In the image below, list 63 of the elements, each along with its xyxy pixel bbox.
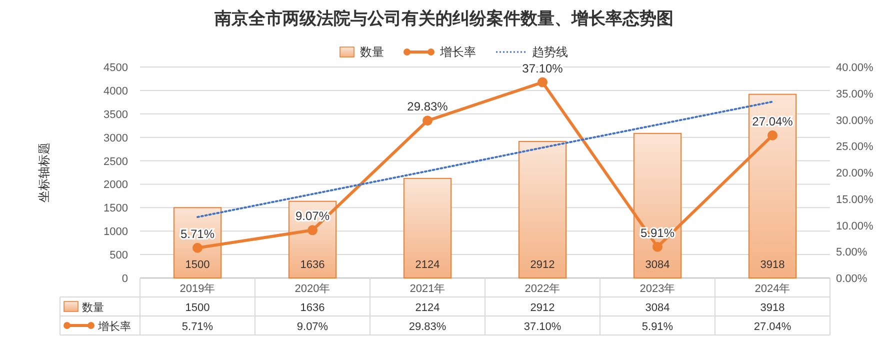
text: 37.10%: [522, 61, 563, 76]
data-label: 37.10%: [524, 321, 562, 333]
y-tick-label: 1000: [104, 226, 128, 238]
point: [768, 130, 778, 140]
y-tick-label: 0: [122, 273, 128, 285]
point: [422, 116, 432, 126]
text: 1500: [185, 259, 210, 271]
y2-tick-label: 15.00%: [836, 194, 874, 206]
y-axis-title: 坐标轴标题: [37, 142, 51, 202]
y-tick-label: 2000: [104, 179, 128, 192]
y-tick-label: 3500: [104, 108, 128, 121]
text: 增长率: [98, 321, 131, 333]
text: 27.04%: [752, 114, 793, 128]
text: 1636: [300, 259, 325, 271]
data-label: 29.83%: [408, 321, 446, 333]
data-label: 3918: [760, 302, 785, 314]
point: [192, 242, 202, 253]
y2-tick-label: 0.00%: [836, 273, 868, 285]
text: 3084: [645, 259, 670, 271]
point: [652, 242, 662, 252]
y-tick-label: 2500: [104, 156, 128, 168]
point: [308, 225, 318, 236]
data-label: 2912: [530, 302, 555, 314]
y-tick-label: 1500: [104, 202, 128, 215]
text: 2124: [415, 259, 440, 271]
data-label: 9.07%: [296, 321, 328, 333]
x-tick-label: 2019年: [180, 283, 216, 295]
legend-label: 增长率: [439, 45, 476, 59]
y2-tick-label: 30.00%: [836, 114, 874, 127]
data-label: 27.04%: [754, 321, 792, 333]
data-label: 3084: [645, 302, 670, 314]
x-tick-label: 2023年: [640, 283, 676, 295]
text: 数量: [82, 302, 104, 314]
data-label: 5.91%: [642, 321, 674, 333]
legend-label: 数量: [360, 45, 384, 59]
y-tick-label: 3000: [104, 132, 128, 144]
y2-tick-label: 10.00%: [836, 220, 874, 232]
y2-tick-label: 35.00%: [836, 88, 874, 100]
legend-label: 趋势线: [532, 45, 568, 59]
data-label: 1636: [300, 302, 325, 314]
y2-tick-label: 20.00%: [836, 168, 874, 180]
x-tick-label: 2022年: [524, 283, 560, 295]
y-tick-label: 4500: [104, 62, 128, 74]
text: 2912: [530, 259, 555, 271]
y-tick-label: 4000: [104, 85, 128, 98]
text: 3918: [760, 259, 785, 271]
data-label: 2124: [415, 302, 440, 314]
data-label: 1500: [185, 302, 210, 314]
x-tick-label: 2024年: [754, 283, 790, 295]
x-tick-label: 2020年: [294, 283, 330, 295]
bar: [403, 178, 452, 278]
text: 29.83%: [407, 100, 448, 114]
bar: [518, 140, 567, 278]
text: 5.71%: [180, 226, 215, 241]
y2-tick-label: 5.00%: [836, 246, 868, 259]
x-tick-label: 2021年: [410, 283, 446, 295]
y-tick-label: 500: [110, 250, 128, 262]
y2-tick-label: 25.00%: [836, 141, 874, 154]
chart-title: 南京全市两级法院与公司有关的纠纷案件数量、增长率态势图: [214, 8, 674, 28]
y2-tick-label: 40.00%: [836, 62, 874, 74]
data-label: 5.71%: [182, 321, 214, 333]
text: 5.91%: [640, 226, 675, 240]
point: [538, 77, 548, 88]
